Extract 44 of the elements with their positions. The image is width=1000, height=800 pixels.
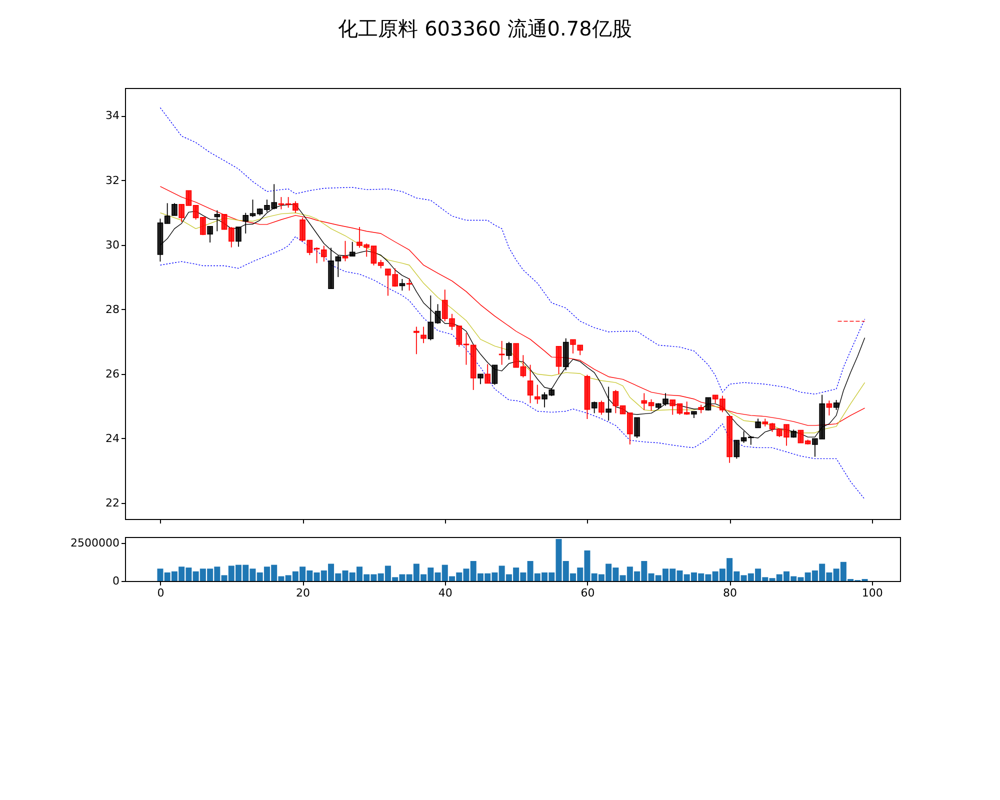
y-tick-label: 32 — [106, 174, 120, 187]
y-tick-label: 2500000 — [70, 536, 120, 550]
candlestick — [556, 346, 562, 375]
candlestick — [484, 364, 490, 384]
chart-title: 化工原料 603360 流通0.78亿股 — [338, 16, 632, 40]
candlestick — [826, 400, 832, 416]
y-tick-label: 30 — [106, 238, 120, 252]
candlestick — [527, 364, 534, 404]
candlestick — [478, 374, 484, 385]
y-tick-label: 0 — [112, 574, 120, 588]
candlestick — [534, 384, 540, 404]
candlestick — [506, 341, 512, 360]
candlestick — [420, 326, 426, 344]
candlestick — [634, 417, 640, 438]
y-tick-label: 26 — [106, 367, 120, 380]
candlestick — [342, 240, 348, 262]
y-tick-label: 22 — [106, 496, 120, 510]
candlestick — [321, 245, 327, 262]
candlestick — [606, 386, 612, 422]
candlestick — [498, 340, 505, 366]
candlestick — [406, 278, 412, 292]
line-series — [160, 236, 866, 500]
y-tick-label: 34 — [106, 109, 120, 122]
candlestick — [755, 418, 761, 428]
candlestick — [399, 278, 406, 292]
candlestick — [236, 226, 242, 248]
candlestick — [214, 210, 220, 232]
candlestick — [492, 364, 498, 386]
line-series — [160, 107, 866, 394]
candlestick — [414, 326, 420, 355]
x-tick-label: 20 — [296, 586, 310, 600]
candlestick — [207, 226, 213, 243]
x-tick-label: 60 — [580, 586, 595, 600]
candlestick — [705, 397, 712, 412]
candlestick — [598, 400, 604, 416]
candlestick — [349, 241, 356, 257]
x-tick-label: 40 — [438, 586, 452, 600]
x-tick-label: 80 — [723, 586, 738, 600]
candlestick — [833, 400, 840, 410]
y-tick-label: 28 — [106, 302, 120, 316]
x-tick-label: 0 — [157, 586, 164, 600]
x-tick-label: 100 — [862, 586, 883, 600]
candlestick — [591, 401, 598, 414]
y-tick-label: 24 — [106, 432, 120, 445]
